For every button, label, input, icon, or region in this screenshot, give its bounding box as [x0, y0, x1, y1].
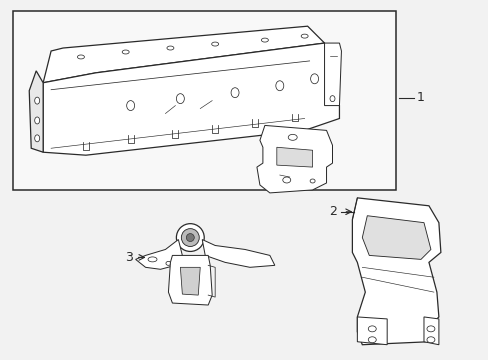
- Circle shape: [181, 229, 199, 247]
- Ellipse shape: [367, 326, 375, 332]
- Bar: [13, 11, 395, 190]
- Ellipse shape: [426, 326, 434, 332]
- Polygon shape: [43, 26, 324, 83]
- Polygon shape: [168, 255, 212, 305]
- Ellipse shape: [77, 55, 84, 59]
- Ellipse shape: [165, 261, 171, 265]
- Text: 1: 1: [416, 91, 424, 104]
- Text: 2: 2: [329, 205, 337, 218]
- Ellipse shape: [275, 81, 283, 91]
- Polygon shape: [276, 147, 312, 167]
- Ellipse shape: [231, 88, 239, 98]
- Ellipse shape: [122, 50, 129, 54]
- Ellipse shape: [367, 337, 375, 343]
- Ellipse shape: [148, 257, 157, 262]
- Polygon shape: [43, 43, 339, 155]
- Ellipse shape: [309, 179, 314, 183]
- Polygon shape: [423, 317, 438, 345]
- Ellipse shape: [261, 38, 268, 42]
- Polygon shape: [357, 317, 386, 345]
- Polygon shape: [135, 239, 182, 269]
- Ellipse shape: [35, 97, 40, 104]
- Polygon shape: [29, 71, 43, 152]
- Ellipse shape: [35, 117, 40, 124]
- Circle shape: [186, 234, 194, 242]
- Ellipse shape: [329, 96, 334, 102]
- Polygon shape: [324, 43, 341, 105]
- Polygon shape: [362, 216, 430, 260]
- Ellipse shape: [176, 94, 184, 104]
- Polygon shape: [202, 239, 274, 267]
- Polygon shape: [256, 125, 332, 193]
- Ellipse shape: [166, 46, 174, 50]
- Ellipse shape: [426, 337, 434, 343]
- Ellipse shape: [282, 177, 290, 183]
- Polygon shape: [180, 267, 200, 295]
- Ellipse shape: [35, 135, 40, 142]
- Circle shape: [176, 224, 204, 251]
- Ellipse shape: [287, 134, 297, 140]
- Text: 3: 3: [124, 251, 132, 264]
- Ellipse shape: [126, 100, 134, 111]
- Ellipse shape: [310, 74, 318, 84]
- Ellipse shape: [301, 34, 307, 38]
- Ellipse shape: [211, 42, 218, 46]
- Polygon shape: [352, 198, 440, 345]
